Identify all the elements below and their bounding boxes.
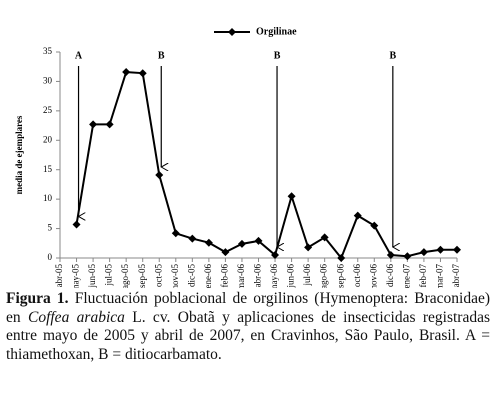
x-tick-label: feb-06 bbox=[219, 264, 229, 288]
x-tick-label: ene-06 bbox=[203, 264, 213, 288]
point bbox=[138, 69, 147, 78]
x-tick-label: nov-06 bbox=[368, 264, 378, 288]
annotation-label: B bbox=[389, 50, 396, 61]
point bbox=[304, 243, 313, 252]
point bbox=[320, 233, 329, 242]
point bbox=[370, 221, 379, 230]
x-tick-label: dic-06 bbox=[385, 264, 395, 287]
caption-label: Figura 1. bbox=[6, 290, 69, 307]
x-tick-label: may-05 bbox=[71, 264, 81, 288]
caption-text: L. cv. Obatã y aplicaciones de insectici… bbox=[6, 308, 490, 363]
x-tick-label: oct-06 bbox=[352, 264, 362, 287]
point bbox=[403, 252, 412, 261]
annotation-label: B bbox=[158, 50, 165, 61]
x-tick-label: dic-05 bbox=[186, 264, 196, 287]
point bbox=[453, 245, 461, 254]
x-tick-label: ago-05 bbox=[120, 264, 130, 288]
y-tick-label: 5 bbox=[48, 223, 53, 233]
x-tick-label: sep-05 bbox=[137, 264, 147, 288]
point bbox=[419, 248, 428, 257]
point bbox=[155, 171, 164, 180]
point bbox=[353, 211, 362, 220]
y-tick-label: 15 bbox=[43, 164, 53, 174]
x-tick-label: feb-07 bbox=[418, 264, 428, 288]
annotation-label: B bbox=[274, 50, 281, 61]
caption: Figura 1. Fluctuación poblacional de org… bbox=[6, 290, 490, 364]
x-tick-label: jul-06 bbox=[302, 264, 312, 287]
x-tick-label: abr-07 bbox=[451, 264, 461, 288]
point bbox=[89, 120, 98, 129]
x-tick-label: may-06 bbox=[269, 264, 279, 288]
caption-text: Fluctuación poblacional de orgilinos (Hy… bbox=[6, 290, 490, 326]
point bbox=[171, 229, 180, 238]
x-tick-label: sep-06 bbox=[335, 264, 345, 288]
chart: Orgilinae media de ejemplares 0 5 10 15 20 25… bbox=[14, 26, 461, 288]
y-tick-label: 35 bbox=[43, 46, 53, 56]
x-tick-label: oct-05 bbox=[153, 264, 163, 287]
x-tick-label: jul-05 bbox=[104, 264, 114, 287]
legend-label: Orgilinae bbox=[256, 26, 297, 37]
x-tick-label: abr-06 bbox=[253, 264, 263, 288]
caption-species: Coffea arabica bbox=[27, 308, 125, 326]
series-line bbox=[75, 70, 457, 260]
x-tick-label: mar-06 bbox=[236, 264, 246, 288]
point bbox=[287, 192, 296, 201]
point bbox=[337, 254, 346, 262]
point bbox=[237, 239, 246, 248]
point bbox=[204, 238, 213, 247]
x-tick-label: ene-07 bbox=[401, 264, 411, 288]
x-tick-label: ago-06 bbox=[319, 264, 329, 288]
x-tick-label: jun-05 bbox=[87, 264, 97, 288]
x-tick-label: jun-06 bbox=[286, 264, 296, 288]
point bbox=[254, 236, 263, 245]
y-tick-label: 25 bbox=[43, 105, 53, 115]
x-tick-label: mar-07 bbox=[435, 264, 445, 288]
point bbox=[221, 248, 230, 257]
x-tick-label: abr-05 bbox=[54, 264, 64, 288]
y-tick-label: 10 bbox=[43, 193, 53, 203]
point bbox=[436, 245, 445, 254]
y-tick-label: 20 bbox=[43, 134, 53, 144]
y-axis-label: media de ejemplares bbox=[14, 115, 24, 194]
point bbox=[72, 220, 81, 229]
point bbox=[122, 68, 131, 77]
point bbox=[188, 234, 197, 243]
point bbox=[386, 251, 395, 260]
y-tick-label: 0 bbox=[48, 252, 53, 262]
y-tick-label: 30 bbox=[43, 75, 53, 85]
point bbox=[271, 251, 280, 260]
x-tick-label: nov-05 bbox=[170, 264, 180, 288]
legend-marker bbox=[228, 28, 236, 36]
point bbox=[105, 120, 114, 129]
annotation-label: A bbox=[75, 50, 83, 61]
